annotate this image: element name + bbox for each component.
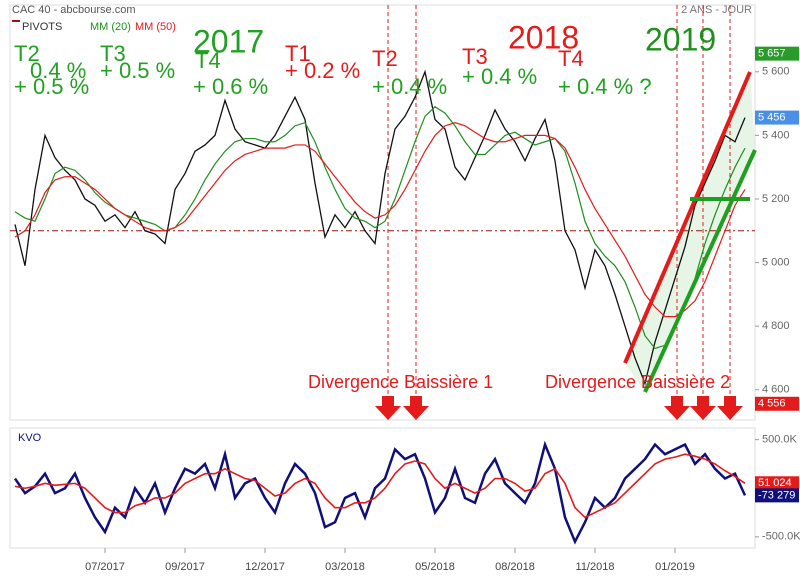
level-label: 5 657	[758, 48, 786, 60]
moving-average	[14, 106, 746, 350]
chart-subtitle: 2 ANS - JOUR	[681, 4, 752, 16]
x-tick-label: 08/2018	[495, 561, 535, 573]
annotation: T4	[195, 48, 221, 73]
level-box	[755, 476, 799, 491]
annotation: + 0.4 %	[372, 74, 447, 99]
level-box	[755, 46, 799, 61]
annotation: Divergence Baissière 2	[545, 372, 730, 392]
level-label: -73 279	[758, 489, 795, 501]
kvo-line	[13, 440, 747, 545]
level-box	[755, 396, 799, 411]
y-tick-label: -500.0K	[762, 531, 800, 543]
x-tick-label: 11/2018	[576, 561, 615, 573]
arrow	[690, 396, 716, 420]
moving-average	[14, 122, 746, 318]
x-tick-label: 07/2017	[85, 561, 125, 573]
annotation: + 0.4 % ?	[558, 74, 652, 99]
x-tick-label: 03/2018	[325, 561, 365, 573]
kvo-line	[14, 453, 746, 519]
channel	[625, 72, 755, 392]
x-tick-label: 05/2018	[415, 561, 455, 573]
arrow	[664, 396, 690, 420]
arrow	[717, 396, 743, 420]
arrow	[403, 396, 429, 420]
annotation: T2	[372, 46, 398, 71]
level-label: 51 024	[758, 477, 792, 489]
legend-entry: PIVOTS	[22, 21, 62, 33]
x-tick-label: 12/2017	[245, 561, 285, 573]
y-tick-label: 5 600	[762, 66, 790, 78]
x-tick-label: 09/2017	[165, 561, 205, 573]
kvo-panel	[9, 427, 756, 549]
annotation: Divergence Baissière 1	[308, 372, 493, 392]
level-label: 4 556	[758, 398, 786, 410]
y-tick-label: 4 600	[762, 384, 790, 396]
level-box	[755, 110, 799, 125]
y-tick-label: 5 400	[762, 129, 790, 141]
y-tick-label: 500.0K	[762, 434, 798, 446]
annotation: T4	[558, 46, 584, 71]
annotation: T3	[100, 41, 126, 66]
price-panel	[9, 4, 756, 421]
annotation: T3	[462, 44, 488, 69]
x-tick-label: 01/2019	[655, 561, 695, 573]
annotation: + 0.2 %	[285, 58, 360, 83]
level-box	[755, 488, 799, 503]
annotation: 2018	[508, 19, 579, 55]
arrow	[375, 396, 401, 420]
annotation: + 0.5 %	[100, 58, 175, 83]
trend-line	[643, 149, 757, 393]
annotation: + 0.5 %	[14, 74, 89, 99]
chart-title: CAC 40 - abcbourse.com	[12, 4, 136, 16]
trend-line	[623, 71, 752, 364]
annotation: 2017	[193, 23, 264, 59]
level-label: 5 456	[758, 111, 786, 123]
annotation: 0.4 %	[30, 58, 86, 83]
kvo-title: KVO	[18, 432, 42, 444]
annotation: T1	[285, 41, 311, 66]
annotation: T2	[14, 41, 40, 66]
legend-entry: MM (20)	[90, 21, 131, 33]
annotation: + 0.4 %	[462, 64, 537, 89]
y-tick-label: 4 800	[762, 320, 790, 332]
annotation: + 0.6 %	[193, 74, 268, 99]
annotation: 2019	[645, 21, 716, 57]
y-tick-label: 5 200	[762, 193, 790, 205]
legend-entry: MM (50)	[135, 21, 176, 33]
price-line	[14, 69, 746, 386]
y-tick-label: 5 000	[762, 256, 790, 268]
